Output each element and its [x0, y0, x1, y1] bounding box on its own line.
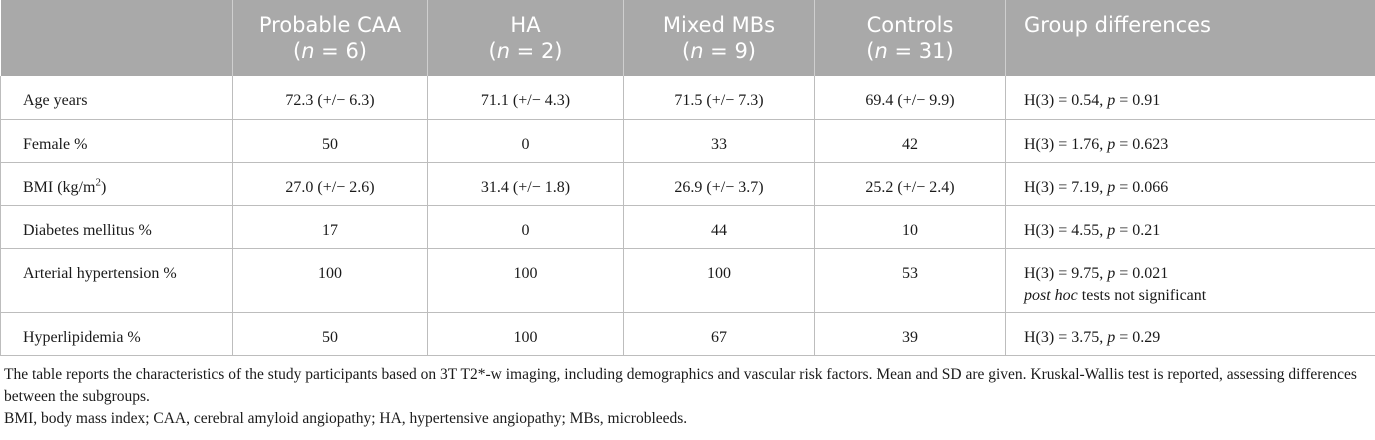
header-group-differences: Group differences	[1024, 13, 1211, 37]
header-probable-caa-name: Probable CAA	[258, 13, 402, 37]
cell-group-differences: H(3) = 1.76, p = 0.623	[1005, 119, 1375, 163]
cell-controls: 53	[814, 248, 1006, 313]
header-ha: HA (n = 2)	[427, 0, 624, 76]
cell-ha: 0	[427, 205, 624, 249]
header-ha-name: HA	[510, 13, 541, 37]
post-hoc-note: post hoc tests not significant	[1024, 286, 1207, 304]
row-label: Female %	[0, 119, 233, 163]
header-controls: Controls (n = 31)	[814, 0, 1006, 76]
table-header: Probable CAA (n = 6) HA (n = 2) Mixed MB…	[0, 0, 1375, 76]
cell-probable-caa: 17	[232, 205, 428, 249]
cell-group-differences: H(3) = 3.75, p = 0.29	[1005, 312, 1375, 356]
cell-probable-caa: 50	[232, 312, 428, 356]
header-probable-caa-n: (n = 6)	[292, 39, 367, 63]
cell-mixed-mbs: 33	[623, 119, 815, 163]
cell-mixed-mbs: 100	[623, 248, 815, 313]
row-label: Age years	[0, 76, 233, 120]
header-ha-n: (n = 2)	[488, 39, 563, 63]
cell-controls: 69.4 (+/− 9.9)	[814, 76, 1006, 120]
cell-group-differences: H(3) = 0.54, p = 0.91	[1005, 76, 1375, 120]
cell-mixed-mbs: 26.9 (+/− 3.7)	[623, 162, 815, 206]
cell-probable-caa: 72.3 (+/− 6.3)	[232, 76, 428, 120]
header-row: Probable CAA (n = 6) HA (n = 2) Mixed MB…	[0, 0, 1375, 76]
row-label: Hyperlipidemia %	[0, 312, 233, 356]
header-mixed-mbs-name: Mixed MBs	[662, 13, 776, 37]
cell-controls: 10	[814, 205, 1006, 249]
cell-ha: 31.4 (+/− 1.8)	[427, 162, 624, 206]
header-mixed-mbs: Mixed MBs (n = 9)	[623, 0, 815, 76]
cell-controls: 39	[814, 312, 1006, 356]
cell-mixed-mbs: 67	[623, 312, 815, 356]
footnote-description: The table reports the characteristics of…	[4, 366, 1357, 405]
cell-group-differences: H(3) = 7.19, p = 0.066	[1005, 162, 1375, 206]
table-row: Arterial hypertension % 100 100 100 53 H…	[0, 248, 1375, 313]
cell-probable-caa: 27.0 (+/− 2.6)	[232, 162, 428, 206]
row-label: BMI (kg/m2)	[0, 162, 233, 206]
table-row: Age years 72.3 (+/− 6.3) 71.1 (+/− 4.3) …	[0, 76, 1375, 120]
cell-mixed-mbs: 44	[623, 205, 815, 249]
cell-ha: 100	[427, 312, 624, 356]
table-row: BMI (kg/m2) 27.0 (+/− 2.6) 31.4 (+/− 1.8…	[0, 162, 1375, 206]
cell-group-differences: H(3) = 4.55, p = 0.21	[1005, 205, 1375, 249]
header-controls-n: (n = 31)	[866, 39, 954, 63]
cell-controls: 42	[814, 119, 1006, 163]
cell-probable-caa: 100	[232, 248, 428, 313]
header-empty-cell	[0, 0, 233, 76]
header-controls-name: Controls	[866, 13, 954, 37]
table-row: Female % 50 0 33 42 H(3) = 1.76, p = 0.6…	[0, 119, 1375, 163]
header-probable-caa: Probable CAA (n = 6)	[232, 0, 428, 76]
table-row: Diabetes mellitus % 17 0 44 10 H(3) = 4.…	[0, 205, 1375, 249]
characteristics-table-container: Probable CAA (n = 6) HA (n = 2) Mixed MB…	[0, 0, 1375, 356]
characteristics-table: Probable CAA (n = 6) HA (n = 2) Mixed MB…	[0, 0, 1375, 356]
cell-group-differences: H(3) = 9.75, p = 0.021 post hoc tests no…	[1005, 248, 1375, 313]
row-label: Diabetes mellitus %	[0, 205, 233, 249]
table-footnotes: The table reports the characteristics of…	[4, 364, 1369, 430]
table-row: Hyperlipidemia % 50 100 67 39 H(3) = 3.7…	[0, 312, 1375, 356]
cell-ha: 100	[427, 248, 624, 313]
cell-ha: 0	[427, 119, 624, 163]
cell-probable-caa: 50	[232, 119, 428, 163]
table-body: Age years 72.3 (+/− 6.3) 71.1 (+/− 4.3) …	[0, 76, 1375, 356]
cell-controls: 25.2 (+/− 2.4)	[814, 162, 1006, 206]
row-label: Arterial hypertension %	[0, 248, 233, 313]
cell-mixed-mbs: 71.5 (+/− 7.3)	[623, 76, 815, 120]
footnote-abbreviations: BMI, body mass index; CAA, cerebral amyl…	[4, 410, 688, 427]
cell-ha: 71.1 (+/− 4.3)	[427, 76, 624, 120]
header-mixed-mbs-n: (n = 9)	[681, 39, 756, 63]
